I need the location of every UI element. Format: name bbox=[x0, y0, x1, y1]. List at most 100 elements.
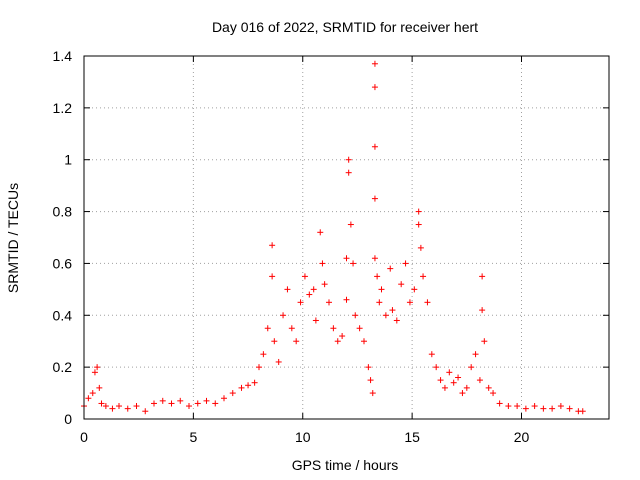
data-point bbox=[415, 221, 422, 228]
data-point bbox=[251, 379, 258, 386]
data-point bbox=[371, 255, 378, 262]
data-point bbox=[428, 351, 435, 358]
data-point bbox=[356, 325, 363, 332]
data-point bbox=[142, 408, 149, 415]
data-point bbox=[417, 244, 424, 251]
y-tick-labels: 0 0.2 0.4 0.6 0.8 1 1.2 1.4 bbox=[53, 48, 73, 427]
data-point bbox=[301, 273, 308, 280]
data-point bbox=[437, 377, 444, 384]
data-point bbox=[269, 273, 276, 280]
data-point bbox=[420, 273, 427, 280]
y-tick-label: 0.4 bbox=[53, 307, 73, 323]
data-point bbox=[468, 364, 475, 371]
data-point bbox=[91, 369, 98, 376]
data-point bbox=[463, 384, 470, 391]
data-point bbox=[186, 403, 192, 410]
y-tick-label: 1 bbox=[64, 152, 72, 168]
chart-title: Day 016 of 2022, SRMTID for receiver her… bbox=[212, 19, 478, 35]
data-point bbox=[334, 338, 341, 345]
data-point bbox=[109, 405, 116, 412]
x-tick-label: 20 bbox=[514, 429, 530, 445]
data-point bbox=[343, 296, 350, 303]
axis-ticks bbox=[83, 55, 609, 420]
data-point bbox=[89, 390, 96, 397]
data-point bbox=[496, 400, 503, 407]
data-point bbox=[459, 390, 466, 397]
data-point bbox=[275, 358, 282, 365]
data-point bbox=[455, 374, 462, 381]
data-point bbox=[406, 299, 413, 306]
data-points bbox=[81, 60, 586, 415]
data-point bbox=[319, 260, 326, 267]
data-point bbox=[347, 221, 354, 228]
data-point bbox=[402, 260, 409, 267]
x-axis-title: GPS time / hours bbox=[292, 457, 399, 473]
data-point bbox=[306, 291, 313, 298]
data-point bbox=[221, 395, 227, 402]
data-point bbox=[371, 84, 378, 91]
data-point bbox=[479, 307, 486, 314]
y-tick-label: 0.6 bbox=[53, 255, 73, 271]
data-point bbox=[367, 377, 374, 384]
grid-lines bbox=[83, 55, 609, 420]
x-tick-labels: 0 5 10 15 20 bbox=[80, 429, 529, 445]
data-point bbox=[398, 281, 405, 288]
data-point bbox=[361, 338, 367, 345]
plot-frame bbox=[83, 55, 610, 420]
x-tick-label: 10 bbox=[295, 429, 311, 445]
data-point bbox=[433, 364, 440, 371]
data-point bbox=[393, 317, 400, 324]
data-point bbox=[321, 281, 328, 288]
data-point bbox=[98, 400, 105, 407]
data-point bbox=[293, 338, 300, 345]
data-point bbox=[96, 384, 103, 391]
data-point bbox=[229, 390, 236, 397]
data-point bbox=[271, 338, 278, 345]
data-point bbox=[312, 317, 319, 324]
data-point bbox=[317, 229, 324, 236]
data-point bbox=[194, 400, 201, 407]
data-point bbox=[269, 242, 276, 249]
data-point bbox=[116, 403, 122, 410]
data-point bbox=[485, 384, 492, 391]
data-point bbox=[159, 397, 166, 404]
data-point bbox=[352, 312, 359, 319]
x-tick-label: 0 bbox=[80, 429, 88, 445]
data-point bbox=[297, 299, 304, 306]
data-point bbox=[345, 169, 352, 176]
data-point bbox=[450, 379, 457, 386]
data-point bbox=[330, 325, 337, 332]
data-point bbox=[345, 156, 352, 163]
data-point bbox=[343, 255, 350, 262]
data-point bbox=[326, 299, 332, 306]
data-point bbox=[212, 400, 219, 407]
data-point bbox=[151, 400, 157, 407]
data-point bbox=[579, 408, 586, 415]
data-point bbox=[481, 338, 488, 345]
data-point bbox=[411, 286, 418, 293]
data-point bbox=[472, 351, 479, 358]
y-axis-title: SRMTID / TECUs bbox=[5, 183, 21, 293]
data-point bbox=[124, 405, 131, 412]
data-point bbox=[238, 384, 245, 391]
data-point bbox=[369, 390, 376, 397]
y-tick-label: 1.4 bbox=[53, 48, 73, 64]
data-point bbox=[284, 286, 291, 293]
data-point bbox=[102, 403, 109, 410]
data-point bbox=[389, 307, 396, 314]
data-point bbox=[365, 364, 372, 371]
data-point bbox=[371, 60, 378, 67]
data-point bbox=[446, 369, 453, 376]
data-point bbox=[424, 299, 431, 306]
data-point bbox=[376, 299, 383, 306]
data-point bbox=[441, 384, 448, 391]
data-point bbox=[168, 400, 175, 407]
data-point bbox=[177, 397, 184, 404]
data-point bbox=[514, 403, 521, 410]
data-point bbox=[490, 390, 497, 397]
data-point bbox=[260, 351, 267, 358]
data-point bbox=[566, 405, 573, 412]
data-point bbox=[288, 325, 295, 332]
x-tick-label: 15 bbox=[404, 429, 420, 445]
data-point bbox=[350, 260, 357, 267]
